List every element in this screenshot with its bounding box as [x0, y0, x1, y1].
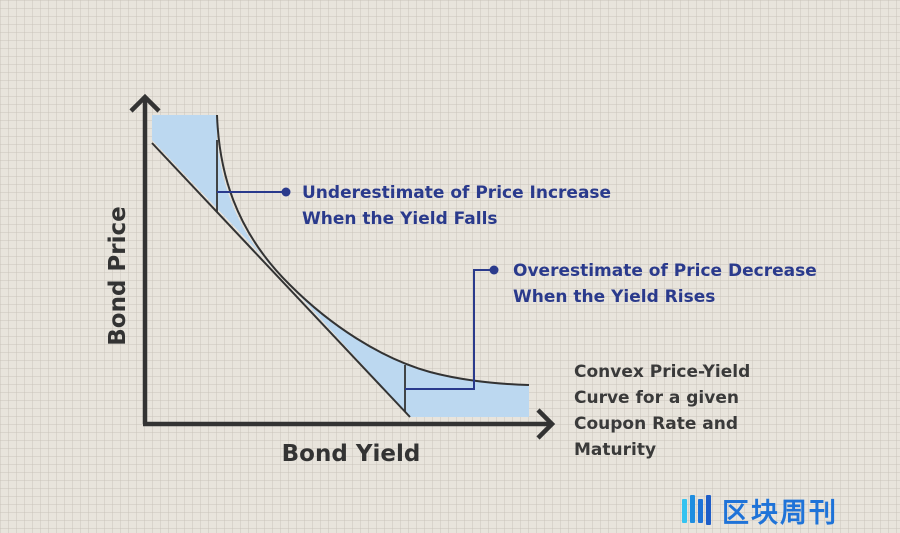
curve-label-line-1: Convex Price-Yield: [574, 362, 750, 382]
y-axis-arrowhead: [129, 93, 161, 113]
lower-annotation-line-1: Overestimate of Price Decrease: [513, 261, 817, 281]
curve-label-line-3: Coupon Rate and: [574, 414, 738, 434]
upper-annotation-line-1: Underestimate of Price Increase: [302, 183, 611, 203]
watermark-text: 区块周刊: [722, 497, 838, 529]
lower-leader-dot: [489, 265, 499, 275]
x-axis-arrowhead: [536, 408, 556, 440]
watermark-logo: 区块周刊: [680, 490, 880, 530]
price-yield-curve: [216, 114, 530, 386]
x-axis-label: Bond Yield: [282, 441, 421, 467]
y-axis-label: Bond Price: [105, 206, 131, 346]
upper-leader-dot: [281, 187, 291, 197]
curve-label-line-4: Maturity: [574, 440, 656, 460]
shade-overestimate-region: [290, 285, 529, 417]
curve-label-line-2: Curve for a given: [574, 388, 739, 408]
shade-upper-left-rect: [152, 115, 217, 140]
lower-annotation-line-2: When the Yield Rises: [513, 287, 715, 307]
upper-annotation-line-2: When the Yield Falls: [302, 209, 498, 229]
lower-leader-line: [405, 269, 494, 390]
brand-icon: [682, 495, 711, 525]
shade-underestimate-region: [152, 140, 290, 285]
tangent-line: [151, 142, 411, 418]
